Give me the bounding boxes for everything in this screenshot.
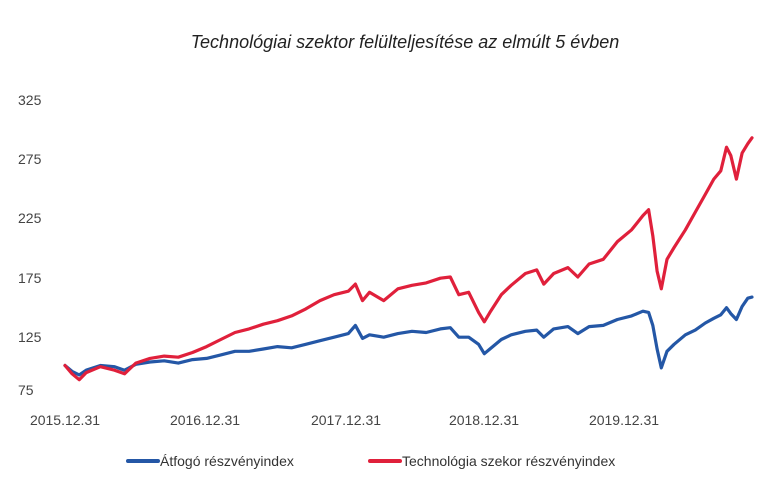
- x-axis-ticks: 2015.12.31 2016.12.31 2017.12.31 2018.12…: [30, 412, 659, 428]
- x-tick-label: 2016.12.31: [170, 412, 240, 428]
- y-tick-label: 75: [18, 382, 34, 398]
- x-tick-label: 2018.12.31: [449, 412, 519, 428]
- legend-label-atfogo: Átfogó részvényindex: [160, 453, 294, 469]
- y-tick-label: 175: [18, 270, 42, 286]
- series-line-technologia: [63, 136, 754, 382]
- legend-label-technologia: Technológia szekor részvényindex: [402, 453, 615, 469]
- series-line-atfogo: [63, 295, 754, 377]
- y-tick-label: 325: [18, 92, 42, 108]
- legend: Átfogó részvényindex Technológia szekor …: [126, 453, 615, 469]
- y-tick-label: 225: [18, 210, 42, 226]
- chart-title: Technológiai szektor felülteljesítése az…: [191, 32, 620, 52]
- x-tick-label: 2017.12.31: [311, 412, 381, 428]
- series-layer: [63, 136, 754, 382]
- y-tick-label: 275: [18, 151, 42, 167]
- y-axis-ticks: 75 125 175 225 275 325: [18, 92, 42, 398]
- x-tick-label: 2019.12.31: [589, 412, 659, 428]
- x-tick-label: 2015.12.31: [30, 412, 100, 428]
- y-tick-label: 125: [18, 329, 42, 345]
